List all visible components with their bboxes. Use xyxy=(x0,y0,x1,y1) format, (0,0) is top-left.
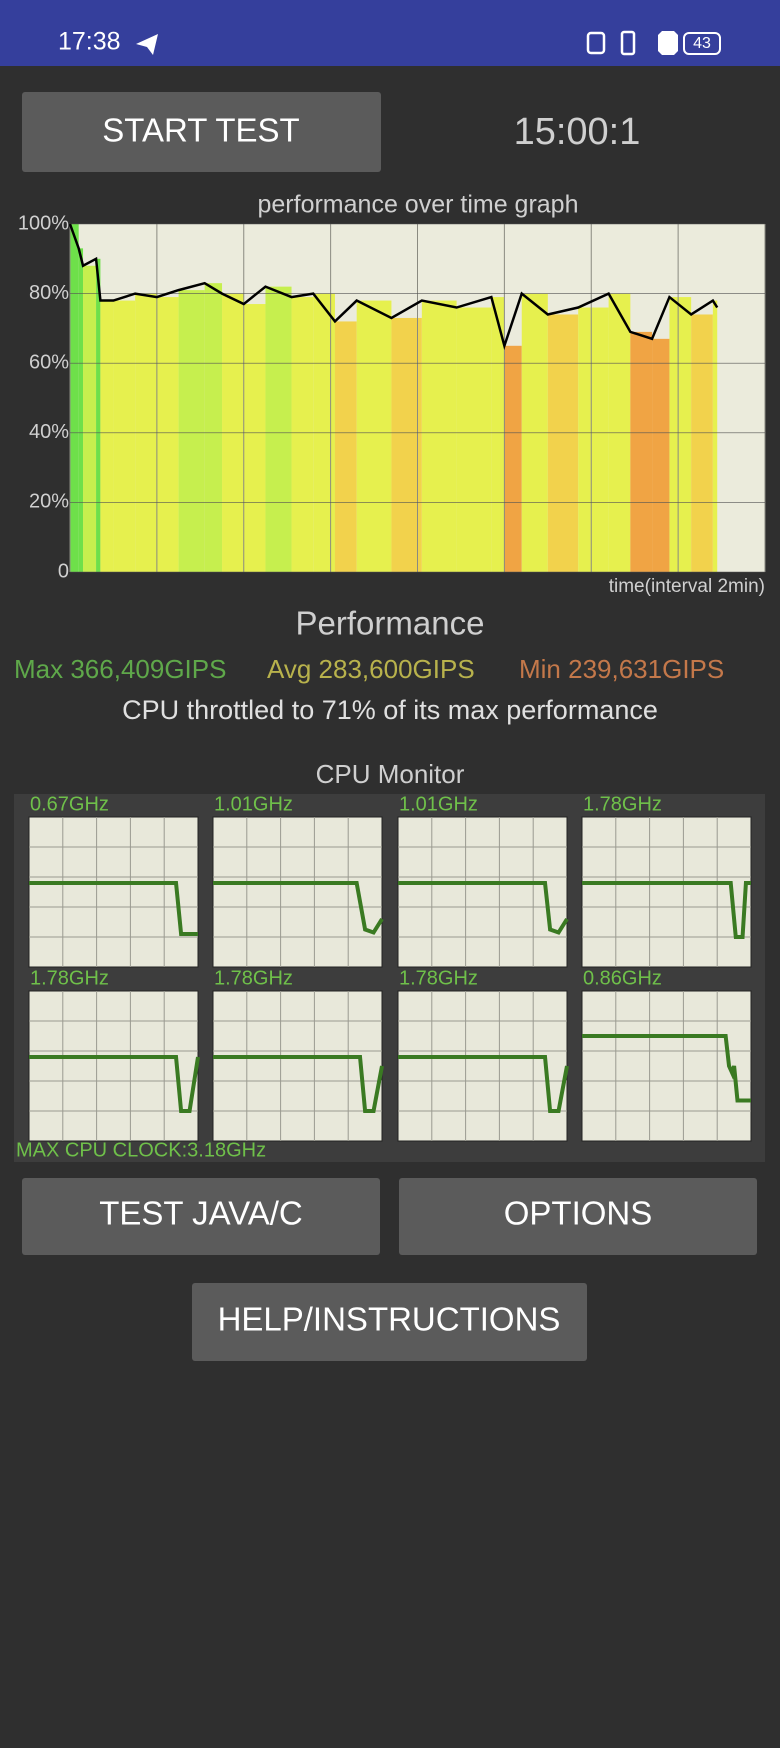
core-graph xyxy=(581,816,752,968)
core-graph xyxy=(397,990,568,1142)
core-frequency: 1.78GHz xyxy=(583,793,662,815)
core-graph xyxy=(28,816,199,968)
button-label: HELP/INSTRUCTIONS xyxy=(218,1301,561,1338)
core-frequency: 1.78GHz xyxy=(399,967,478,989)
heat-band xyxy=(78,248,84,573)
heat-band xyxy=(504,345,522,572)
heat-band xyxy=(630,331,653,572)
max-cpu-clock: MAX CPU CLOCK:3.18GHz xyxy=(16,1139,266,1161)
core-frequency-line xyxy=(29,1055,200,1113)
heat-band xyxy=(334,321,357,572)
heat-band xyxy=(691,314,713,572)
nfc-icon xyxy=(586,31,606,55)
y-tick-label: 60% xyxy=(29,351,69,373)
start-test-button[interactable] xyxy=(22,92,381,172)
core-graph xyxy=(581,990,752,1142)
options-button[interactable] xyxy=(399,1178,757,1255)
core-frequency-line xyxy=(398,881,569,935)
heat-band xyxy=(456,307,492,572)
throttle-summary: CPU throttled to 71% of its max performa… xyxy=(122,695,658,725)
heat-band xyxy=(243,304,266,572)
alert-icon xyxy=(658,31,678,55)
core-frequency-line xyxy=(213,1055,384,1113)
heat-band xyxy=(178,290,205,572)
core-frequency-line xyxy=(29,881,198,936)
button-label: OPTIONS xyxy=(504,1195,653,1232)
button-label: TEST JAVA/C xyxy=(99,1195,303,1232)
heat-band xyxy=(547,314,579,572)
graph-title: performance over time graph xyxy=(258,191,579,219)
test-java-c-button[interactable] xyxy=(22,1178,380,1255)
cpu-monitor-title: CPU Monitor xyxy=(316,759,465,789)
heat-band xyxy=(421,300,457,572)
heat-band xyxy=(204,283,223,572)
performance-line xyxy=(68,223,719,351)
y-tick-label: 40% xyxy=(29,421,69,443)
heat-band xyxy=(100,300,114,572)
clock: 17:38 xyxy=(58,28,121,56)
core-graph xyxy=(212,816,383,968)
performance-title: Performance xyxy=(296,605,485,642)
core-frequency-line xyxy=(213,881,384,935)
core-graph xyxy=(212,990,383,1142)
vibrate-icon xyxy=(620,30,636,56)
battery-icon xyxy=(683,32,721,55)
heat-band xyxy=(156,297,179,572)
button-label: START TEST xyxy=(102,112,299,149)
heat-band xyxy=(578,307,609,572)
core-graph xyxy=(397,816,568,968)
timer: 15:00:1 xyxy=(514,111,641,153)
core-frequency: 0.67GHz xyxy=(30,793,109,815)
heat-band xyxy=(712,300,718,572)
status-bar xyxy=(0,0,780,66)
heat-band xyxy=(70,224,79,572)
heat-band xyxy=(265,286,292,572)
y-tick-label: 20% xyxy=(29,491,69,513)
core-frequency: 1.78GHz xyxy=(30,967,109,989)
core-frequency: 1.01GHz xyxy=(399,793,478,815)
core-frequency-line xyxy=(398,1055,569,1113)
heat-band xyxy=(96,258,101,572)
y-tick-label: 0 xyxy=(58,560,69,582)
help-button[interactable] xyxy=(192,1283,587,1361)
core-graph xyxy=(28,990,199,1142)
telegram-icon xyxy=(136,34,158,55)
heat-band xyxy=(83,265,97,572)
heat-band xyxy=(652,338,670,572)
y-tick-label: 80% xyxy=(29,282,69,304)
min-score: Min 239,631GIPS xyxy=(519,654,724,684)
core-frequency-line xyxy=(582,881,751,939)
max-score: Max 366,409GIPS xyxy=(14,654,226,684)
avg-score: Avg 283,600GIPS xyxy=(267,654,475,684)
core-frequency-line xyxy=(582,1034,751,1103)
core-grid: 0.67GHz 1.01GHz 1.01GHz 1.78GHz 1.78GHz 1.78G… xyxy=(28,793,752,1142)
heat-band xyxy=(113,300,136,572)
heat-band xyxy=(669,297,692,572)
core-frequency: 1.78GHz xyxy=(214,967,293,989)
heat-band xyxy=(391,317,422,572)
x-axis-label: time(interval 2min) xyxy=(609,576,765,597)
core-frequency: 0.86GHz xyxy=(583,967,662,989)
y-tick-label: 100% xyxy=(18,212,69,234)
plot: 0 20% 40% 60% 80% 100% xyxy=(18,212,766,582)
battery-level: 43 xyxy=(693,35,711,52)
heat-band xyxy=(291,297,314,572)
heat-band xyxy=(491,297,505,572)
heat-band xyxy=(356,300,392,572)
core-frequency: 1.01GHz xyxy=(214,793,293,815)
